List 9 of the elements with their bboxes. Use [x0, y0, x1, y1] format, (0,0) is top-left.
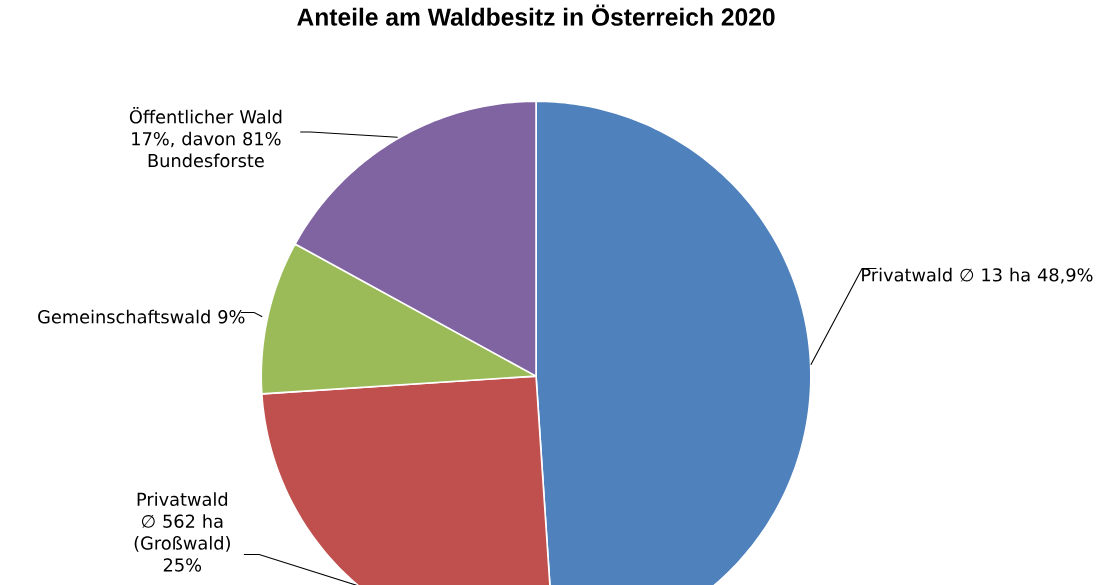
data-label: 17%, davon 81% Bundesforste [132, 131, 281, 168]
slice-label: Öffentlicher Wald [129, 106, 282, 124]
data-label: 25% [163, 558, 202, 572]
data-label: 48,9% [1037, 268, 1093, 284]
data-label: 9% [218, 309, 245, 324]
chart-title: Anteile am Waldbesitz in Österreich 2020 [297, 4, 775, 26]
slice-label: Privatwald ∅ 562 ha (Großwald) [134, 492, 230, 552]
slice-label: Privatwald ∅ 13 ha [862, 267, 1030, 282]
slice-label: Gemeinschaftswald [38, 309, 210, 324]
